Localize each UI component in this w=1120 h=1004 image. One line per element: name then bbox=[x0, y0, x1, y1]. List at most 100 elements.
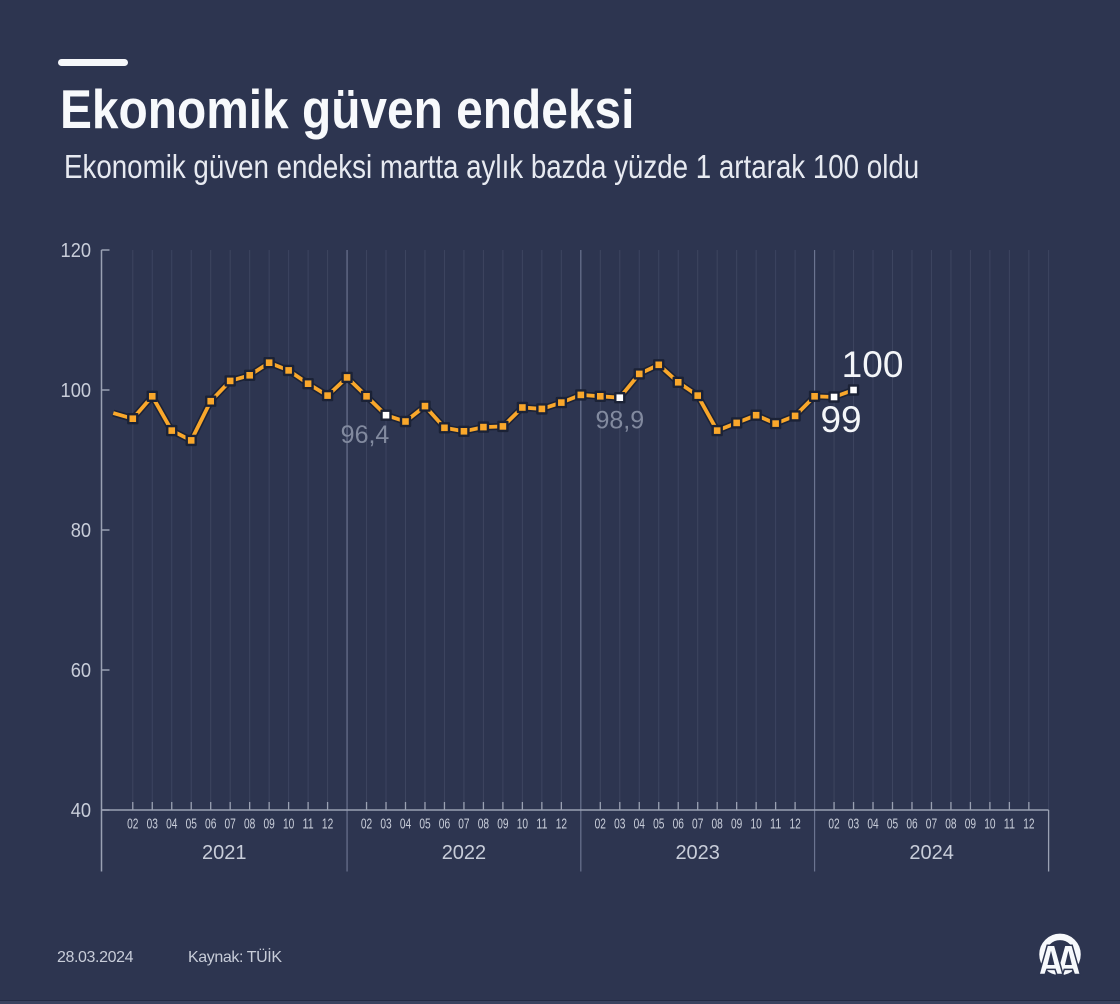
month-label: 08 bbox=[478, 817, 489, 833]
month-label: 11 bbox=[302, 817, 313, 833]
data-point-marker bbox=[148, 393, 156, 400]
data-point-marker bbox=[187, 437, 195, 444]
month-label: 10 bbox=[283, 817, 294, 833]
month-label: 04 bbox=[166, 817, 177, 833]
month-label: 09 bbox=[731, 817, 742, 833]
month-label: 05 bbox=[186, 817, 197, 833]
month-label: 02 bbox=[828, 817, 839, 833]
month-label: 03 bbox=[380, 817, 391, 833]
month-label: 05 bbox=[653, 817, 664, 833]
data-point-marker bbox=[655, 361, 663, 369]
month-label: 08 bbox=[244, 817, 255, 833]
month-label: 07 bbox=[225, 817, 236, 833]
year-label: 2022 bbox=[442, 842, 487, 864]
data-point-marker bbox=[811, 393, 818, 400]
data-point-marker bbox=[752, 411, 760, 419]
month-label: 04 bbox=[400, 817, 411, 833]
data-point-marker bbox=[519, 404, 526, 411]
month-label: 08 bbox=[945, 817, 956, 833]
data-point-marker-highlight bbox=[382, 411, 390, 419]
data-point-marker bbox=[713, 427, 721, 434]
month-label: 10 bbox=[984, 817, 995, 833]
month-label: 10 bbox=[517, 817, 528, 833]
data-point-marker bbox=[772, 420, 779, 427]
data-point-marker bbox=[363, 393, 370, 400]
data-point-value-label: 96,4 bbox=[341, 421, 390, 449]
data-point-marker-highlight bbox=[850, 386, 857, 394]
month-label: 04 bbox=[867, 817, 878, 833]
data-point-marker bbox=[441, 424, 448, 432]
y-axis-label: 60 bbox=[71, 660, 91, 682]
data-point-marker bbox=[791, 412, 799, 420]
data-point-marker bbox=[558, 399, 565, 406]
year-label: 2024 bbox=[909, 842, 954, 864]
month-label: 09 bbox=[497, 817, 508, 833]
y-axis-label: 120 bbox=[61, 240, 91, 262]
month-label: 04 bbox=[634, 817, 645, 833]
month-label: 07 bbox=[926, 817, 937, 833]
y-axis-label: 40 bbox=[71, 800, 91, 822]
y-axis-label: 100 bbox=[61, 380, 91, 402]
data-point-marker bbox=[168, 427, 176, 434]
data-point-value-label: 99 bbox=[820, 399, 861, 440]
month-label: 06 bbox=[673, 817, 684, 833]
data-point-marker-highlight bbox=[616, 394, 624, 401]
month-label: 07 bbox=[458, 817, 469, 833]
data-point-marker-highlight bbox=[830, 393, 838, 401]
month-label: 02 bbox=[127, 817, 138, 833]
year-label: 2021 bbox=[202, 842, 247, 864]
y-axis-label: 80 bbox=[71, 520, 91, 542]
data-point-marker bbox=[304, 380, 312, 387]
data-point-marker bbox=[460, 428, 468, 435]
month-label: 05 bbox=[419, 817, 430, 833]
month-label: 03 bbox=[614, 817, 625, 833]
data-point-marker bbox=[421, 402, 429, 410]
month-label: 09 bbox=[263, 817, 274, 833]
month-label: 11 bbox=[770, 817, 781, 833]
month-label: 11 bbox=[536, 817, 547, 833]
page-subtitle: Ekonomik güven endeksi martta aylık bazd… bbox=[64, 148, 920, 185]
data-point-marker bbox=[597, 393, 604, 400]
month-label: 12 bbox=[789, 817, 800, 833]
data-point-marker bbox=[694, 392, 701, 399]
data-point-marker bbox=[226, 377, 234, 385]
month-label: 05 bbox=[887, 817, 898, 833]
month-label: 03 bbox=[147, 817, 158, 833]
data-point-marker bbox=[480, 423, 487, 431]
month-label: 06 bbox=[205, 817, 216, 833]
data-point-marker bbox=[499, 423, 507, 430]
data-point-value-label: 100 bbox=[842, 344, 904, 385]
data-point-value-label: 98,9 bbox=[595, 407, 644, 435]
month-label: 12 bbox=[1023, 817, 1034, 833]
data-point-marker bbox=[207, 397, 214, 405]
data-point-marker bbox=[538, 405, 546, 413]
month-label: 12 bbox=[556, 817, 567, 833]
month-label: 08 bbox=[712, 817, 723, 833]
data-point-marker bbox=[635, 370, 643, 378]
aa-logo bbox=[1038, 933, 1082, 976]
data-point-marker bbox=[265, 359, 273, 366]
month-label: 10 bbox=[750, 817, 761, 833]
data-point-marker bbox=[246, 372, 253, 379]
month-label: 06 bbox=[439, 817, 450, 833]
month-label: 02 bbox=[361, 817, 372, 833]
month-label: 09 bbox=[965, 817, 976, 833]
data-point-marker bbox=[577, 391, 585, 399]
data-point-marker bbox=[674, 379, 682, 386]
bottom-edge bbox=[0, 1000, 1120, 1004]
data-point-marker bbox=[324, 392, 331, 399]
month-label: 11 bbox=[1004, 817, 1015, 833]
page-title: Ekonomik güven endeksi bbox=[60, 78, 635, 140]
month-label: 03 bbox=[848, 817, 859, 833]
source-credit: Kaynak: TÜİK bbox=[188, 949, 282, 966]
data-point-marker bbox=[129, 415, 137, 422]
year-label: 2023 bbox=[675, 842, 720, 864]
month-label: 06 bbox=[906, 817, 917, 833]
month-label: 07 bbox=[692, 817, 703, 833]
data-point-marker bbox=[733, 419, 740, 427]
data-point-marker bbox=[343, 374, 351, 381]
accent-dash bbox=[58, 59, 128, 66]
